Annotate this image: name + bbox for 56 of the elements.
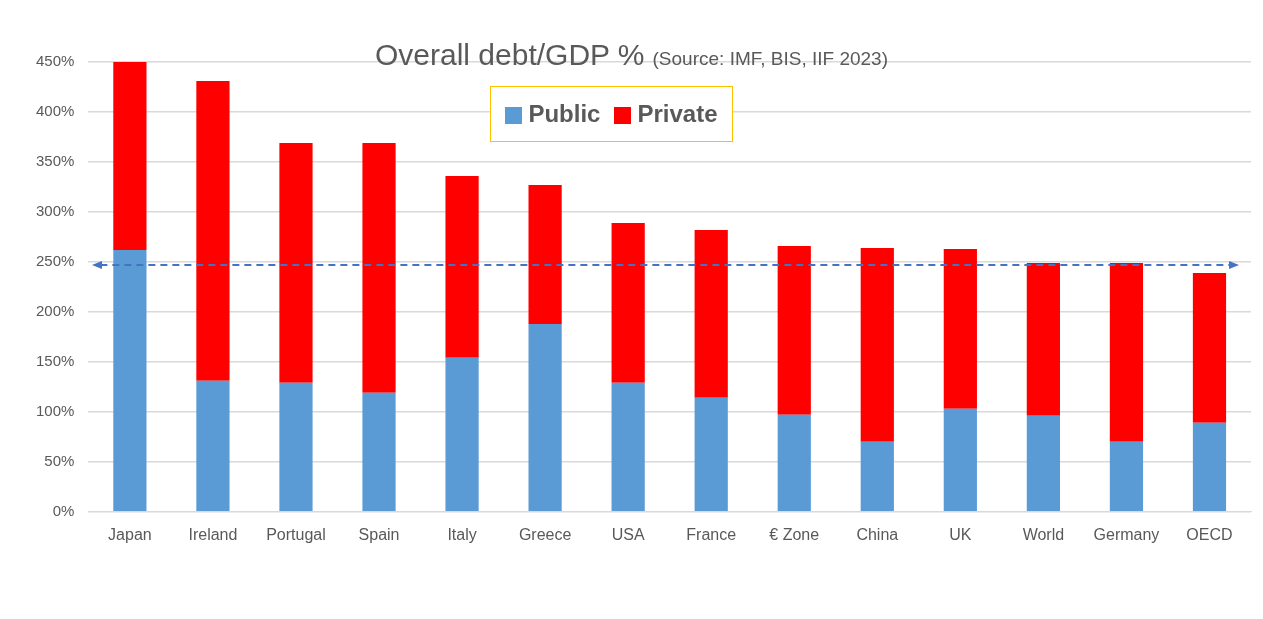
bar bbox=[1192, 422, 1227, 512]
x-tick-label: Germany bbox=[1093, 525, 1160, 543]
bar bbox=[196, 380, 230, 512]
bar bbox=[528, 184, 562, 324]
y-tick-label: 250% bbox=[35, 252, 75, 270]
y-tick-label: 400% bbox=[35, 102, 75, 120]
bar bbox=[611, 222, 645, 383]
bar bbox=[860, 441, 894, 512]
chart-title: Overall debt/GDP % bbox=[374, 38, 645, 71]
bar bbox=[528, 323, 562, 512]
y-tick-label: 300% bbox=[35, 202, 75, 220]
bar bbox=[694, 397, 728, 512]
bar bbox=[1192, 272, 1227, 423]
bar bbox=[1109, 441, 1144, 512]
bar bbox=[1026, 415, 1060, 512]
x-tick-label: Greece bbox=[518, 525, 572, 543]
bar bbox=[943, 408, 977, 512]
legend-label: Private bbox=[637, 100, 718, 127]
y-tick-label: 150% bbox=[35, 352, 75, 370]
x-tick-label: Italy bbox=[447, 525, 477, 543]
bar bbox=[611, 382, 645, 512]
y-tick-label: 450% bbox=[35, 52, 75, 70]
x-tick-label: World bbox=[1022, 525, 1065, 543]
x-tick-label: China bbox=[856, 525, 899, 543]
x-tick-label: € Zone bbox=[769, 525, 820, 543]
bar bbox=[777, 414, 811, 512]
bar bbox=[113, 62, 147, 250]
y-tick-label: 100% bbox=[35, 401, 75, 419]
x-tick-label: UK bbox=[949, 525, 972, 543]
bar bbox=[362, 392, 396, 512]
bar bbox=[113, 249, 147, 512]
chart-subtitle: (Source: IMF, BIS, IIF 2023) bbox=[652, 48, 889, 69]
y-tick-label: 50% bbox=[44, 451, 75, 469]
x-tick-label: Ireland bbox=[188, 525, 238, 543]
x-tick-label: USA bbox=[611, 525, 645, 543]
bar bbox=[196, 80, 230, 381]
bar bbox=[777, 245, 811, 415]
x-tick-label: Portugal bbox=[266, 525, 326, 543]
bar bbox=[445, 357, 479, 512]
y-tick-label: 0% bbox=[52, 501, 75, 519]
bar bbox=[445, 175, 479, 358]
x-tick-label: OECD bbox=[1186, 525, 1233, 543]
bar bbox=[694, 229, 728, 398]
x-tick-label: Spain bbox=[358, 525, 400, 543]
x-tick-label: France bbox=[686, 525, 737, 543]
bar bbox=[1026, 262, 1060, 416]
y-tick-label: 350% bbox=[35, 152, 75, 170]
x-tick-label: Japan bbox=[108, 525, 152, 543]
bar bbox=[279, 142, 313, 383]
bar bbox=[860, 247, 894, 442]
bar bbox=[362, 142, 396, 393]
legend-label: Public bbox=[528, 100, 601, 127]
bar bbox=[943, 248, 977, 409]
bar bbox=[1109, 262, 1144, 442]
y-tick-label: 200% bbox=[35, 302, 75, 320]
bar bbox=[279, 382, 313, 512]
